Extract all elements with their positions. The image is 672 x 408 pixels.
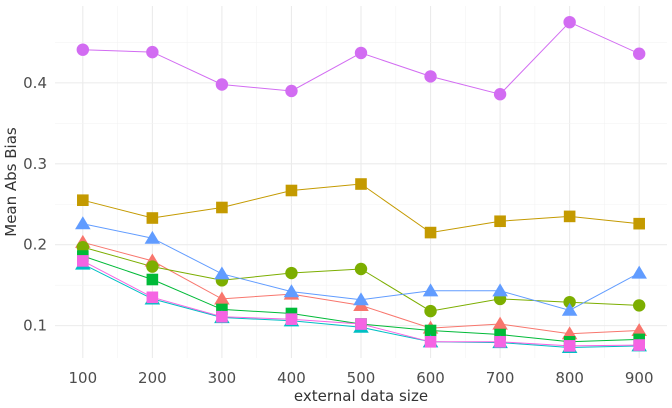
series-6-point [75, 216, 91, 230]
x-tick-labels: 100 200 300 400 500 600 700 800 900 [68, 369, 653, 387]
series-8-point [215, 78, 229, 91]
series-6-point [631, 265, 647, 279]
series-1-point [631, 323, 647, 337]
series-6-point [283, 284, 300, 298]
series-4-point [494, 328, 506, 341]
series-2-point [146, 212, 159, 224]
series-8-point [424, 70, 437, 83]
series-3-point [285, 266, 298, 280]
x-axis-title: external data size [294, 387, 428, 405]
series-8-point [146, 45, 159, 59]
series-7-point [563, 340, 576, 352]
series-3-point [563, 295, 576, 309]
series-2-point [285, 184, 298, 197]
series-3-point [632, 299, 646, 312]
x-tick-label: 500 [347, 369, 376, 387]
series-4-point [424, 324, 437, 337]
x-tick-label: 900 [625, 369, 654, 387]
series-6-point [561, 302, 578, 316]
series-2-point [355, 178, 367, 190]
series-markers [75, 15, 647, 354]
series-2-point [494, 215, 506, 228]
y-axis-title: Mean Abs Bias [2, 127, 20, 237]
series-8-point [563, 15, 576, 29]
series-2-point [563, 210, 576, 223]
series-8-point [285, 84, 298, 98]
x-tick-label: 400 [277, 369, 306, 387]
series-8-point [354, 46, 368, 60]
series-7-point [77, 255, 89, 267]
x-tick-label: 600 [416, 369, 445, 387]
series-4-point [216, 303, 228, 316]
series-6-point [492, 283, 508, 297]
x-tick-label: 200 [138, 369, 167, 387]
series-7-point [355, 318, 367, 330]
series-8-point [632, 47, 646, 60]
series-7-point [216, 310, 228, 323]
series-3-point [424, 304, 437, 318]
series-2-point [424, 226, 437, 239]
series-7-point [285, 313, 298, 325]
series-7-point [633, 339, 645, 351]
x-tick-label: 800 [555, 369, 584, 387]
y-tick-labels: 0.1 0.2 0.3 0.4 [23, 74, 47, 335]
series-7-point [424, 336, 437, 348]
series-2-point [216, 201, 228, 214]
series-3-point [354, 262, 368, 276]
series-1-point [214, 291, 230, 305]
series-7-point [146, 291, 159, 304]
series-6-point [353, 292, 369, 306]
x-tick-label: 300 [208, 369, 237, 387]
series-6-point [144, 230, 161, 244]
series-3-point [76, 240, 90, 254]
series-8-point [76, 43, 90, 56]
y-tick-label: 0.1 [23, 317, 47, 335]
series-2-point [633, 217, 645, 230]
series-3-point [146, 260, 159, 273]
x-tick-label: 700 [486, 369, 515, 387]
y-tick-label: 0.2 [23, 236, 47, 254]
series-2-point [77, 194, 89, 207]
series-4-point [146, 273, 159, 286]
series-7-point [494, 336, 506, 348]
series-8-point [493, 88, 507, 101]
y-tick-label: 0.3 [23, 155, 47, 173]
x-tick-label: 100 [68, 369, 97, 387]
series-1-point [492, 316, 508, 330]
series-6-point [422, 283, 439, 297]
y-tick-label: 0.4 [23, 74, 47, 92]
series-6-point [214, 266, 230, 280]
